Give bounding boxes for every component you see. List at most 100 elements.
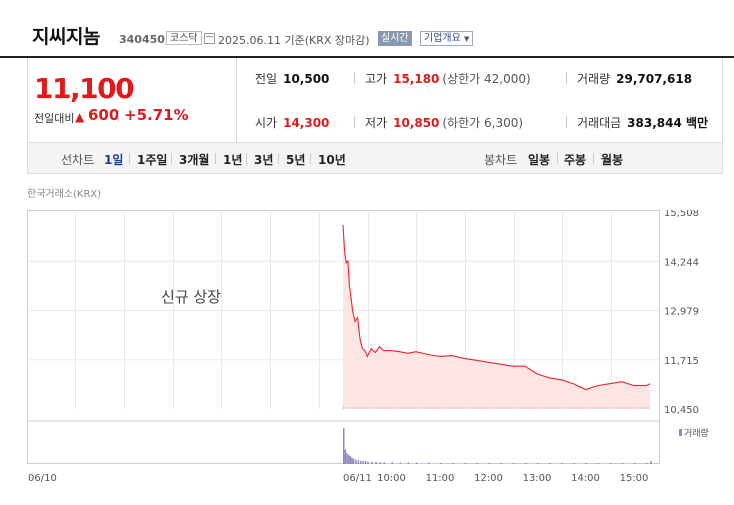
divider <box>118 110 119 122</box>
volume-bar <box>621 462 624 464</box>
volume-bar <box>452 462 454 464</box>
divider <box>354 72 355 84</box>
divider <box>171 153 172 164</box>
volume-bar <box>646 462 648 464</box>
volume-bar <box>359 460 362 464</box>
x-tick-label: 13:00 <box>523 473 552 484</box>
period-10y[interactable]: 10년 <box>318 153 346 167</box>
stat-label: 저가 <box>365 116 388 130</box>
price-area-fill <box>343 224 651 409</box>
volume-bar <box>634 462 636 464</box>
divider <box>557 153 558 164</box>
stat-volume: 거래량 29,707,618 <box>577 70 692 87</box>
volume-bar <box>357 460 360 464</box>
period-3y[interactable]: 3년 <box>254 153 274 167</box>
x-tick-label: 10:00 <box>377 473 406 484</box>
stat-low: 저가 10,850 (하한가 6,300) <box>365 114 523 131</box>
volume-bar <box>355 459 357 464</box>
stat-value: 15,180 <box>393 72 440 86</box>
stat-sub: (하한가 6,300) <box>442 116 524 130</box>
line-chart-label: 선차트 <box>61 153 95 167</box>
stat-value: 383,844 백만 <box>627 116 709 130</box>
divider <box>310 153 311 164</box>
divider <box>129 153 130 164</box>
volume-bar <box>383 462 385 464</box>
volume-bar <box>375 461 377 464</box>
company-overview-button[interactable]: 기업개요 ▼ <box>420 31 474 46</box>
stat-label: 전일 <box>255 72 278 86</box>
volume-bar <box>362 461 364 464</box>
chart-toolbar: 선차트 1일 1주일 3개월 1년 3년 5년 10년 봉차트 일봉 주봉 월봉 <box>27 143 723 174</box>
x-tick-label: 06/10 <box>28 473 57 484</box>
stat-value: 10,850 <box>393 116 440 130</box>
divider <box>566 72 567 84</box>
company-overview-label: 기업개요 <box>424 33 461 44</box>
stock-name: 지씨지놈 <box>32 26 100 48</box>
volume-legend-swatch <box>679 429 682 436</box>
volume-bar <box>364 461 367 464</box>
volume-bar <box>352 458 355 464</box>
stock-header: 지씨지놈 340450 코스닥 2025.06.11 기준(KRX 장마감) 실… <box>0 0 734 58</box>
volume-bar <box>537 462 539 464</box>
price-series-line <box>342 224 651 391</box>
volume-bar <box>351 457 353 464</box>
volume-bar <box>371 461 373 464</box>
period-3m[interactable]: 3개월 <box>179 153 210 167</box>
change-value: 600 <box>88 106 120 124</box>
period-1y[interactable]: 1년 <box>223 153 243 167</box>
calendar-icon <box>204 33 215 44</box>
price-summary: 11,100 전일대비 ▲ 600 +5.71% 전일 10,500 고가 15,1… <box>27 58 723 143</box>
volume-bar <box>415 462 418 464</box>
divider <box>215 153 216 164</box>
volume-bar <box>367 461 369 464</box>
x-tick-label: 15:00 <box>620 473 649 484</box>
volume-bar <box>427 462 430 464</box>
volume-bar <box>476 462 478 464</box>
divider <box>246 153 247 164</box>
volume-bar <box>597 462 600 464</box>
x-tick-label: 14:00 <box>571 473 600 484</box>
candle-weekly[interactable]: 주봉 <box>564 153 587 167</box>
volume-bar <box>561 462 563 464</box>
volume-bar <box>347 455 350 464</box>
x-tick-label: 11:00 <box>426 473 455 484</box>
volume-bar <box>407 462 410 464</box>
stat-value: 29,707,618 <box>616 72 693 86</box>
base-date: 2025.06.11 기준(KRX 장마감) <box>218 34 370 47</box>
stat-open: 시가 14,300 <box>255 114 329 131</box>
divider <box>278 153 279 164</box>
volume-bar <box>573 462 575 464</box>
candle-monthly[interactable]: 월봉 <box>601 153 624 167</box>
stock-code: 340450 <box>119 33 165 46</box>
change-percent: +5.71% <box>124 106 189 124</box>
volume-bar <box>488 462 490 464</box>
stat-label: 고가 <box>365 72 388 86</box>
period-1w[interactable]: 1주일 <box>137 153 168 167</box>
y-tick-label: 15,508 <box>664 210 699 219</box>
y-tick-label: 12,979 <box>664 307 699 318</box>
stat-label: 거래량 <box>577 72 611 86</box>
divider <box>236 58 237 142</box>
stat-sub: (상한가 42,000) <box>442 72 531 86</box>
candle-daily[interactable]: 일봉 <box>528 153 551 167</box>
stat-label: 거래대금 <box>577 116 622 130</box>
x-tick-label: 12:00 <box>474 473 503 484</box>
volume-bar <box>344 449 347 464</box>
price-chart: 15,508 14,244 12,979 11,715 10,450 신규 상장 거래량 06… <box>27 208 723 484</box>
period-1d[interactable]: 1일 <box>104 153 124 167</box>
y-tick-label: 14,244 <box>664 257 699 268</box>
stat-value: 10,500 <box>283 72 330 86</box>
stat-prev-close: 전일 10,500 <box>255 70 329 87</box>
volume-bar <box>399 462 402 464</box>
stat-label: 시가 <box>255 116 278 130</box>
period-5y[interactable]: 5년 <box>286 153 306 167</box>
stat-high: 고가 15,180 (상한가 42,000) <box>365 70 531 87</box>
volume-legend-label: 거래량 <box>684 427 709 439</box>
stat-amount: 거래대금 383,844 백만 <box>577 114 708 131</box>
volume-bar <box>609 462 612 464</box>
volume-bar <box>585 462 587 464</box>
divider <box>593 153 594 164</box>
realtime-button[interactable]: 실시간 <box>378 31 412 46</box>
volume-bar <box>349 456 351 464</box>
